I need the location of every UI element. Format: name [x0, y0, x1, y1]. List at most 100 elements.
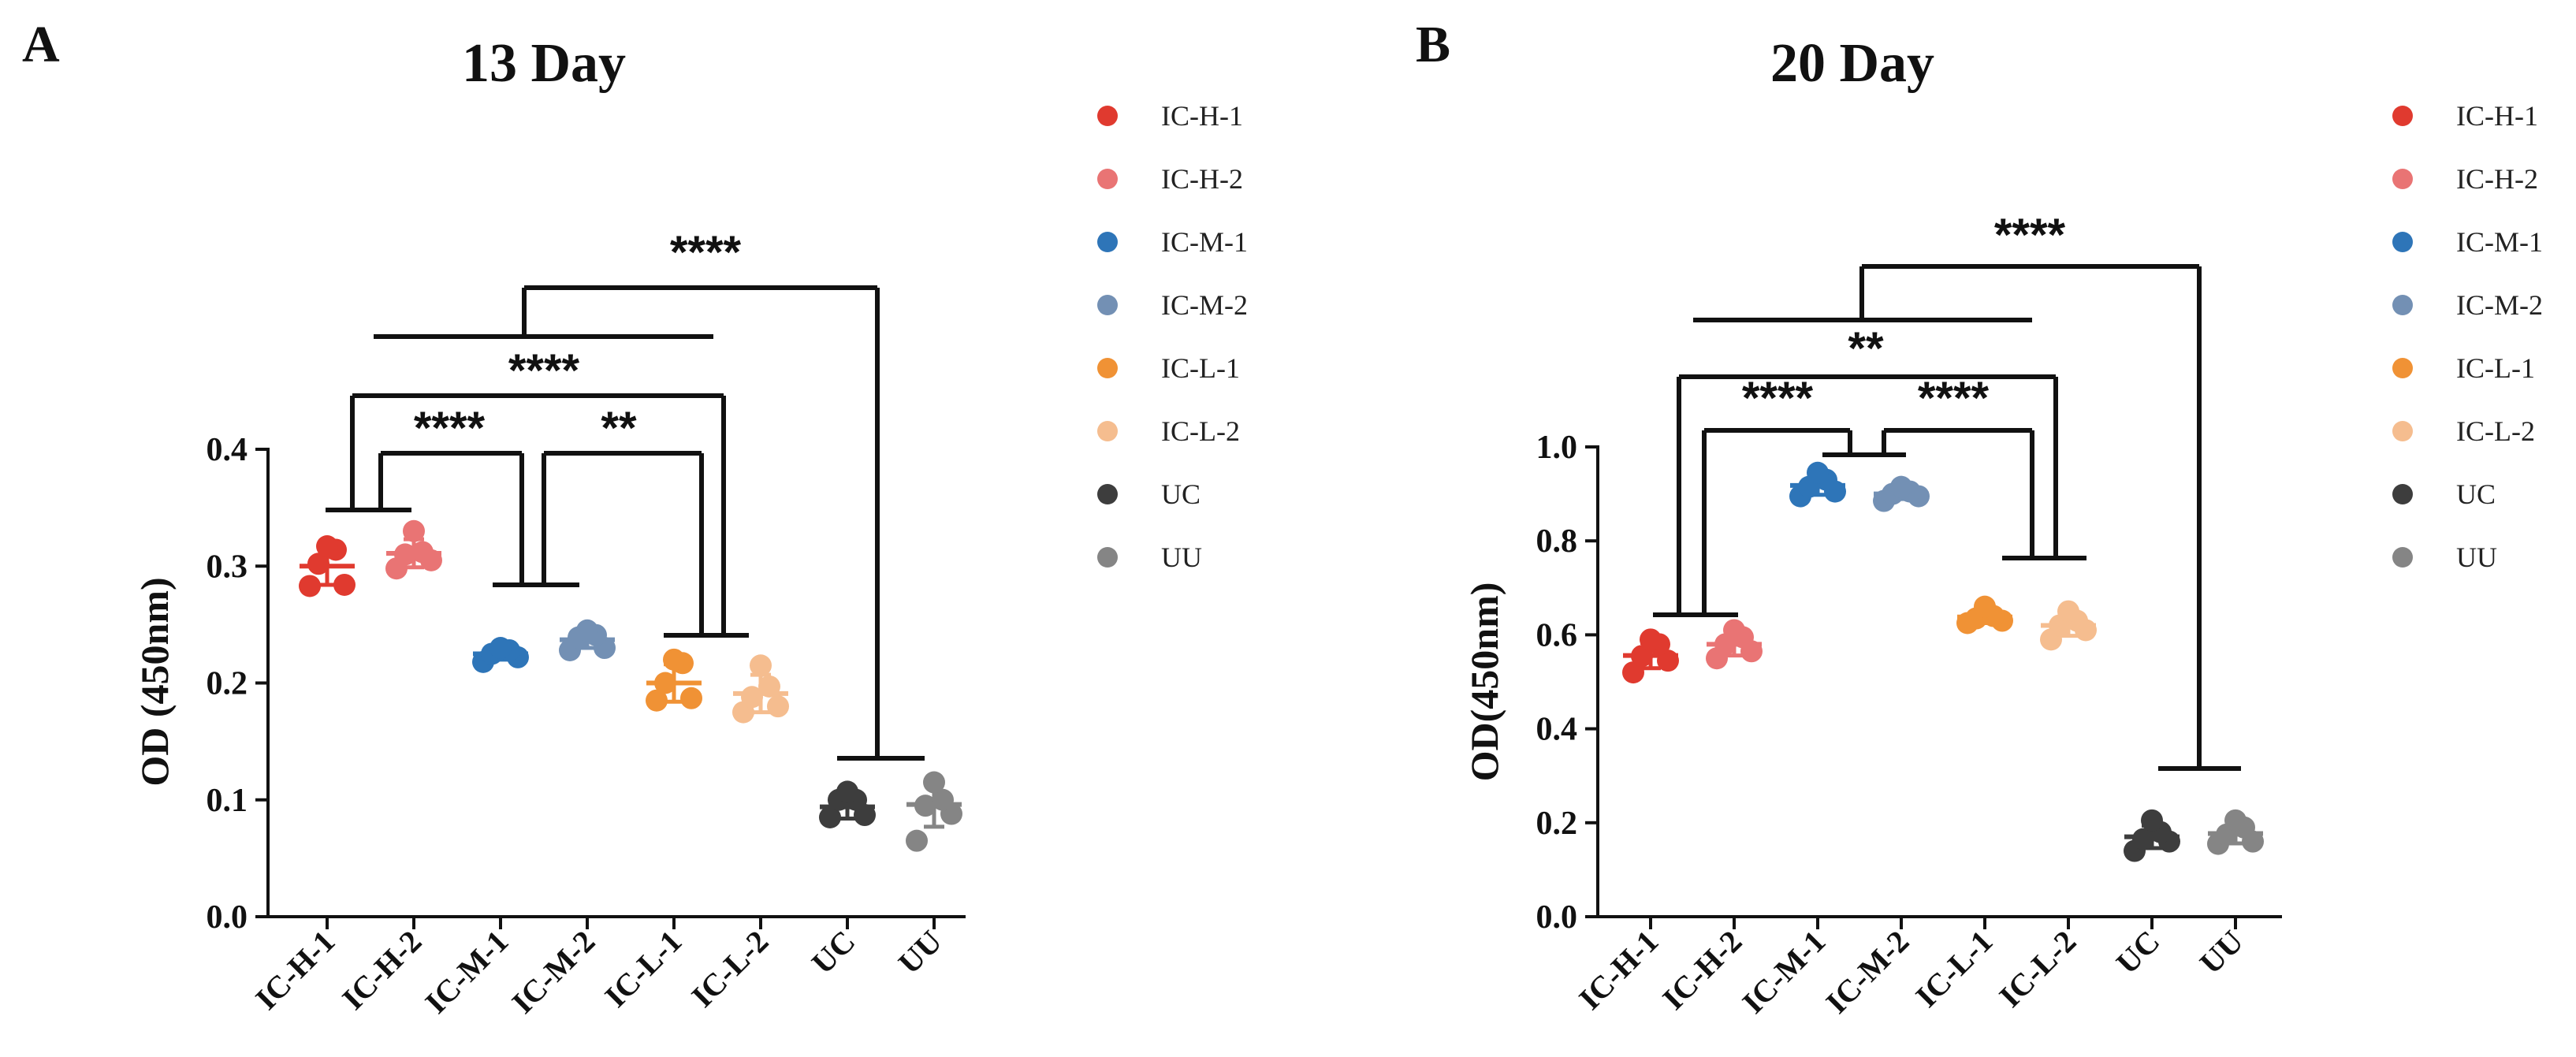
panel-b-data-point	[2141, 809, 2163, 832]
panel-b-legend: IC-H-1 IC-H-2 IC-M-1 IC-M-2 IC-L-1 IC-L-2 UC UU	[2392, 100, 2543, 573]
panel-a-data-point	[750, 654, 772, 677]
panel-b-legend-label: IC-L-1	[2456, 352, 2535, 384]
panel-a-y-axis-label: OD (450nm)	[132, 577, 177, 786]
panel-a-data-point	[819, 806, 841, 828]
panel-b-legend-label: IC-M-2	[2456, 289, 2543, 321]
panel-a-data-point	[836, 780, 858, 803]
panel-a-data-point	[654, 672, 676, 694]
panel-a-x-tick-label: IC-H-2	[335, 924, 428, 1017]
panel-b-significance-label: ****	[1742, 373, 1814, 424]
panel-a-significance-label: **	[601, 403, 637, 454]
panel-b-x-tick-label: IC-M-2	[1818, 924, 1915, 1021]
panel-a-x-tick-label: IC-M-2	[504, 924, 601, 1021]
panel-a-x-tick-label: IC-M-1	[418, 924, 515, 1021]
panel-b-legend-marker	[2392, 106, 2413, 126]
panel-a-data-point	[741, 686, 763, 709]
panel-a-data-point	[394, 543, 416, 566]
panel-b-data-point	[1622, 661, 1644, 684]
panel-a-legend-marker	[1097, 421, 1118, 441]
panel-b-y-tick-label: 1.0	[1536, 430, 1578, 466]
panel-a-y-tick-label: 0.3	[207, 549, 248, 585]
panel-b-data-point	[2132, 828, 2154, 850]
panel-a-letter: A	[22, 16, 60, 73]
panel-b-legend-label: IC-L-2	[2456, 415, 2535, 447]
panel-b-data-point	[2057, 600, 2079, 623]
panel-b-legend-marker	[2392, 484, 2413, 504]
panel-a-legend-label: UC	[1161, 478, 1201, 510]
panel-b-x-tick-label: IC-M-1	[1735, 924, 1832, 1021]
panel-a-legend-label: UU	[1161, 542, 1202, 573]
panel-a-x-tick-label: IC-L-1	[597, 924, 688, 1014]
panel-b-data-point	[1890, 475, 1912, 498]
panel-a-data-point	[906, 829, 928, 852]
panel-a-legend-label: IC-L-2	[1161, 415, 1240, 447]
panel-b-x-tick-label: IC-H-2	[1655, 924, 1748, 1017]
panel-a-y-tick-label: 0.0	[207, 899, 248, 936]
panel-b-x-tick-label: IC-H-1	[1572, 924, 1665, 1017]
panel-a-legend-marker	[1097, 358, 1118, 378]
panel-a-data-point	[923, 771, 945, 794]
panel-a-y-tick-label: 0.2	[207, 666, 248, 702]
panel-a-significance-label: ****	[414, 403, 486, 454]
panel-b-data-point	[1631, 645, 1653, 668]
panel-a-plot: 0.00.10.20.30.4IC-H-1IC-H-2IC-M-1IC-M-2I…	[207, 227, 966, 1020]
panel-b-legend-marker	[2392, 169, 2413, 189]
panel-b-significance-label: ****	[1994, 210, 2066, 261]
panel-b-legend-marker	[2392, 421, 2413, 441]
panel-a-legend-label: IC-H-1	[1161, 100, 1243, 132]
panel-b-legend-label: IC-M-1	[2456, 226, 2543, 258]
panel-a-significance-brackets: **** **********	[326, 227, 925, 761]
panel-a-data-point	[490, 637, 512, 660]
panel-b-legend-label: UU	[2456, 542, 2497, 573]
panel-b-x-tick-label: IC-L-1	[1908, 924, 1999, 1014]
panel-b-significance-label: **	[1848, 323, 1884, 374]
panel-b-legend-marker	[2392, 232, 2413, 252]
panel-b-data-point	[1807, 461, 1829, 484]
panel-b-letter: B	[1416, 16, 1450, 73]
panel-a-x-tick-label: IC-L-2	[684, 924, 775, 1014]
panel-a-y-tick-label: 0.4	[207, 432, 248, 468]
panel-b-y-tick-label: 0.2	[1536, 806, 1578, 842]
panel-a-data-point	[758, 675, 780, 698]
panel-a: A 13 Day OD (450nm) 0.0 0.1 0.2 0.3 0.4 IC-H-…	[22, 16, 1248, 1020]
panel-a-legend: IC-H-1 IC-H-2 IC-M-1 IC-M-2 IC-L-1 IC-L-2 UC UU	[1097, 100, 1248, 573]
panel-b-data-point	[2224, 809, 2247, 832]
panel-a-data-point	[299, 575, 321, 597]
panel-a-data-point	[307, 553, 329, 575]
panel-a-data-point	[932, 788, 954, 811]
panel-a-legend-label: IC-L-1	[1161, 352, 1240, 384]
panel-a-data-point	[316, 535, 338, 558]
panel-b-significance-label: ****	[1918, 373, 1990, 424]
panel-b-y-tick-label: 0.8	[1536, 523, 1578, 560]
panel-a-x-tick-label: UC	[805, 924, 862, 981]
panel-a-data-point	[403, 519, 425, 542]
panel-a-significance-label: ****	[508, 345, 580, 396]
panel-b-legend-label: IC-H-2	[2456, 163, 2538, 195]
panel-b-data-point	[1723, 619, 1745, 642]
panel-b-data-point	[1974, 595, 1996, 618]
panel-a-legend-label: IC-H-2	[1161, 163, 1243, 195]
panel-b-y-axis-label: OD(450nm)	[1462, 582, 1506, 782]
panel-a-legend-label: IC-M-2	[1161, 289, 1248, 321]
panel-a-data-point	[411, 541, 434, 564]
panel-a-x-tick-label: IC-H-1	[248, 924, 341, 1017]
panel-a-data-point	[680, 687, 702, 709]
panel-a-title: 13 Day	[462, 33, 626, 94]
panel-b-legend-label: UC	[2456, 478, 2496, 510]
panel-b-x-tick-label: UU	[2193, 924, 2250, 981]
panel-b-legend-marker	[2392, 358, 2413, 378]
panel-a-data-point	[663, 648, 685, 671]
panel-a-legend-marker	[1097, 169, 1118, 189]
panel-b-legend-marker	[2392, 295, 2413, 315]
panel-a-significance-label: ****	[670, 227, 742, 278]
panel-a-legend-marker	[1097, 295, 1118, 315]
panel-b-y-tick-label: 0.4	[1536, 712, 1578, 748]
panel-a-y-tick-label: 0.1	[207, 783, 248, 819]
panel-a-legend-label: IC-M-1	[1161, 226, 1248, 258]
panel-a-legend-marker	[1097, 232, 1118, 252]
panel-b-plot: 0.0 0.2 0.4 0.6 0.8 1.0 IC-H-1IC-H-2IC-M-1IC-M…	[1536, 210, 2282, 1021]
panel-a-legend-marker	[1097, 106, 1118, 126]
panel-b-y-tick-label: 0.6	[1536, 617, 1578, 653]
panel-a-data-point	[767, 695, 789, 718]
